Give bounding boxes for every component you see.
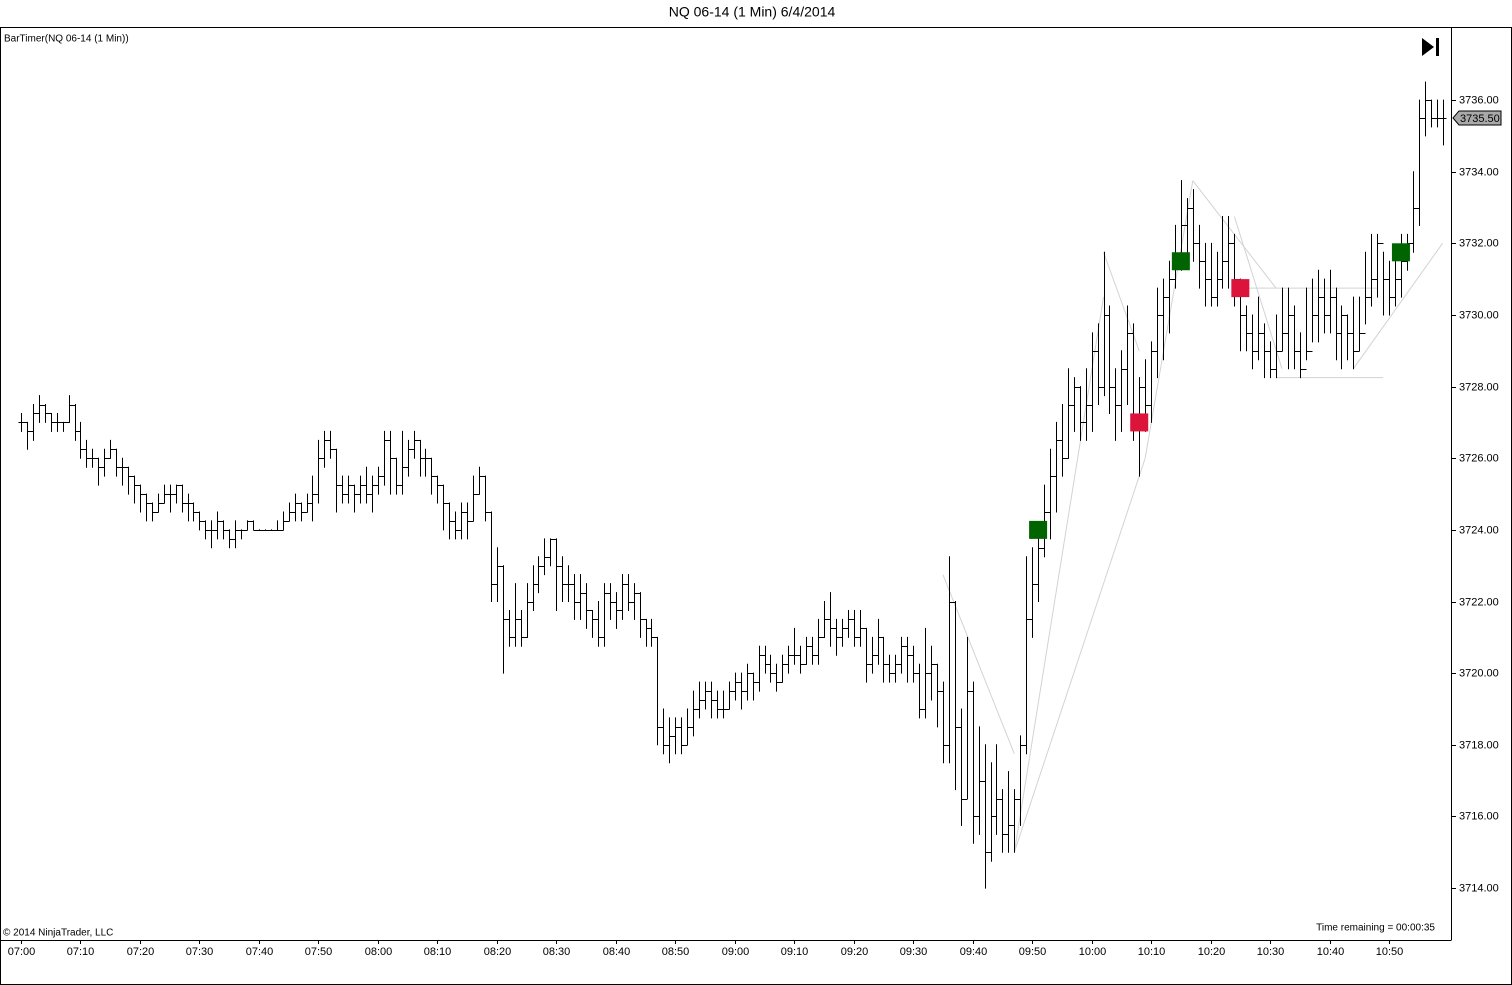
buy-signal xyxy=(1171,252,1190,271)
y-tick-label: 3720.00 xyxy=(1459,667,1499,679)
y-tick-label: 3736.00 xyxy=(1459,94,1499,106)
x-tick-label: 09:20 xyxy=(841,946,869,958)
x-tick-label: 07:40 xyxy=(246,946,274,958)
x-tick-label: 09:00 xyxy=(722,946,750,958)
trend-line xyxy=(1013,458,1146,853)
x-tick-label: 07:00 xyxy=(8,946,36,958)
trend-line xyxy=(1013,296,1105,853)
scroll-end-button[interactable] xyxy=(1422,38,1439,56)
x-tick-label: 09:30 xyxy=(900,946,928,958)
x-tick-label: 10:20 xyxy=(1198,946,1226,958)
trend-line xyxy=(1144,180,1194,459)
copyright: © 2014 NinjaTrader, LLC xyxy=(3,928,113,939)
play-icon[interactable] xyxy=(1422,38,1434,56)
x-tick-label: 08:40 xyxy=(603,946,631,958)
x-tick-label: 08:50 xyxy=(662,946,690,958)
x-tick-label: 10:30 xyxy=(1257,946,1285,958)
x-tick-label: 09:50 xyxy=(1019,946,1047,958)
x-tick-label: 08:00 xyxy=(365,946,393,958)
x-tick-label: 10:50 xyxy=(1376,946,1404,958)
y-tick-label: 3732.00 xyxy=(1459,237,1499,249)
buy-signal xyxy=(1391,243,1410,262)
chart-title: NQ 06-14 (1 Min) 6/4/2014 xyxy=(669,4,836,20)
trend-line xyxy=(1352,243,1443,369)
y-tick-label: 3728.00 xyxy=(1459,381,1499,393)
y-tick-label: 3734.00 xyxy=(1459,166,1499,178)
buy-signal xyxy=(1029,520,1048,539)
y-tick-label: 3730.00 xyxy=(1459,309,1499,321)
y-tick-label: 3726.00 xyxy=(1459,452,1499,464)
indicator-label: BarTimer(NQ 06-14 (1 Min)) xyxy=(4,34,129,45)
y-tick-label: 3724.00 xyxy=(1459,524,1499,536)
x-tick-label: 07:30 xyxy=(186,946,214,958)
bar-icon[interactable] xyxy=(1436,38,1439,56)
y-tick-label: 3722.00 xyxy=(1459,596,1499,608)
x-tick-label: 07:50 xyxy=(305,946,333,958)
x-tick-label: 07:20 xyxy=(127,946,155,958)
x-tick-label: 10:00 xyxy=(1079,946,1107,958)
trend-line xyxy=(1233,216,1283,369)
sell-signal xyxy=(1231,279,1250,298)
y-tick-label: 3718.00 xyxy=(1459,739,1499,751)
x-tick-label: 08:10 xyxy=(424,946,452,958)
last-price-marker xyxy=(1452,110,1502,126)
frame xyxy=(0,27,1512,985)
trend-line xyxy=(942,574,1015,754)
x-tick-label: 09:40 xyxy=(960,946,988,958)
y-tick-label: 3714.00 xyxy=(1459,882,1499,894)
y-tick-label: 3716.00 xyxy=(1459,810,1499,822)
x-tick-label: 09:10 xyxy=(781,946,809,958)
timer-text: Time remaining = 00:00:35 xyxy=(1316,923,1435,934)
sell-signal xyxy=(1130,413,1149,432)
x-tick-label: 08:20 xyxy=(484,946,512,958)
x-tick-label: 10:10 xyxy=(1138,946,1166,958)
x-tick-label: 07:10 xyxy=(67,946,95,958)
last-price-label: 3735.50 xyxy=(1460,113,1500,125)
x-tick-label: 10:40 xyxy=(1317,946,1345,958)
x-tick-label: 08:30 xyxy=(543,946,571,958)
